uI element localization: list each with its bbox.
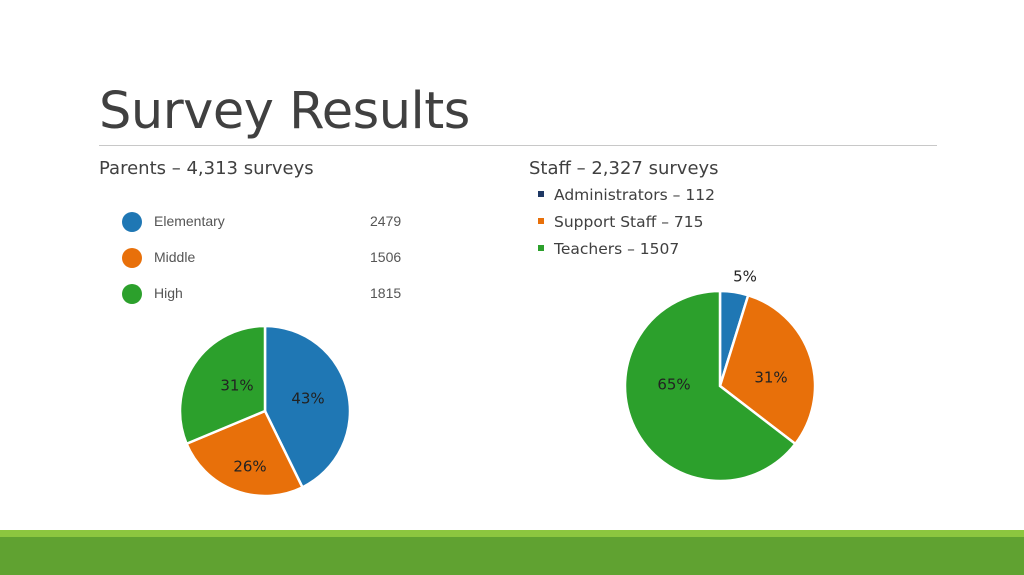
footer-band [0,537,1024,575]
legend-label: Middle [154,249,196,265]
parents-heading: Parents – 4,313 surveys [99,158,314,179]
bullet-text: Administrators – 112 [554,186,715,204]
bullet-text: Support Staff – 715 [554,213,704,231]
footer-accent-stripe [0,530,1024,537]
bullet-square-icon [538,218,544,224]
legend-value: 1815 [370,285,402,301]
pie-data-label: 31% [754,369,787,387]
pie-slice-high [178,324,267,446]
pie-data-label: 43% [291,390,324,408]
pie-data-label: 31% [220,377,253,395]
bullet-support-staff: Support Staff – 715 [538,213,715,240]
pie-data-label: 65% [657,376,690,394]
slide-title: Survey Results [99,82,470,141]
bullet-administrators: Administrators – 112 [538,186,715,213]
legend-label: High [154,285,183,301]
staff-pie-chart: 5% 31% 65% [623,268,817,483]
bullet-square-icon [538,245,544,251]
legend-dot [122,212,142,232]
bullet-square-icon [538,191,544,197]
pie-data-label: 5% [733,268,757,286]
legend-value: 2479 [370,213,402,229]
legend-label: Elementary [154,213,225,229]
legend-row-elementary: Elementary 2479 [122,210,412,234]
parents-pie-chart: 43% 26% 31% [178,324,352,498]
staff-heading: Staff – 2,327 surveys [529,158,719,179]
pie-data-label: 26% [233,458,266,476]
pie-slice-support-staff [718,293,817,446]
title-divider [99,145,937,146]
bullet-teachers: Teachers – 1507 [538,240,715,267]
bullet-text: Teachers – 1507 [554,240,680,258]
pie-slice-elementary [263,324,352,489]
legend-dot [122,284,142,304]
legend-row-middle: Middle 1506 [122,246,412,270]
pie-slice-teachers [623,289,798,483]
legend-value: 1506 [370,249,402,265]
legend-row-high: High 1815 [122,282,412,306]
legend-dot [122,248,142,268]
staff-bullet-list: Administrators – 112 Support Staff – 715… [538,186,715,267]
